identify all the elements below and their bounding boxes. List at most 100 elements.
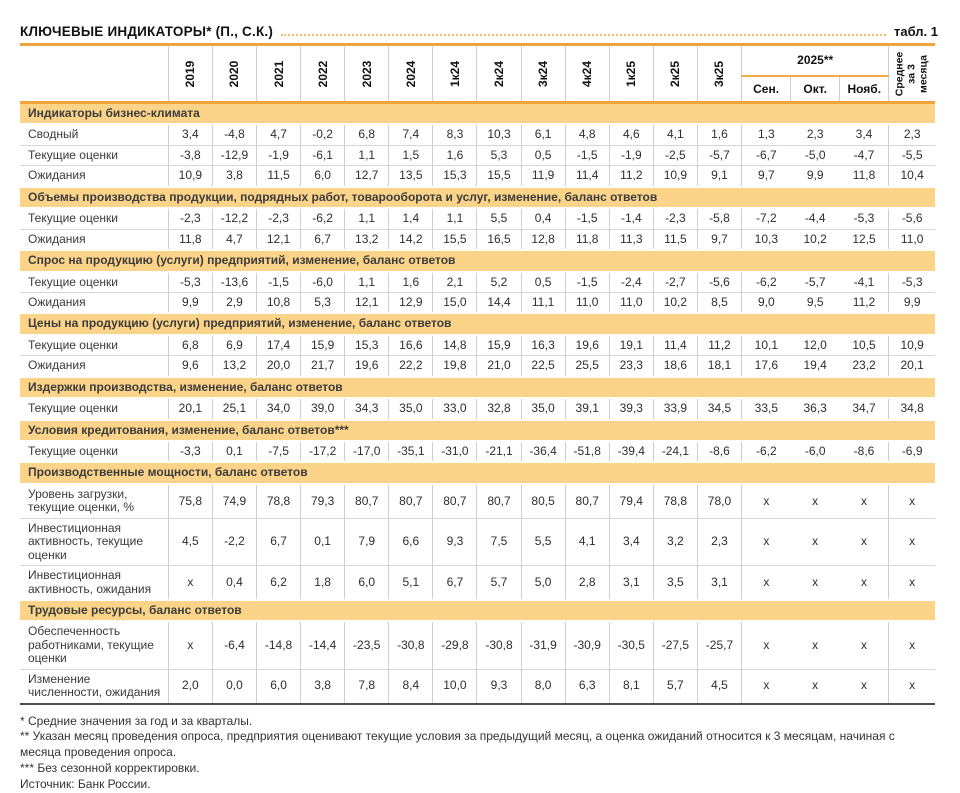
table-cell: 0,5: [520, 145, 566, 167]
table-cell: 9,0: [741, 292, 791, 314]
row-label: Обеспеченность работниками, текущие оцен…: [20, 621, 169, 670]
table-cell: 1,6: [388, 271, 433, 293]
corner-cell: [20, 43, 169, 104]
table-cell: -27,5: [652, 621, 698, 670]
table-cell: x: [839, 483, 889, 519]
table-cell: 19,8: [432, 355, 477, 378]
table-cell: -1,5: [255, 271, 301, 293]
table-cell: 13,5: [388, 165, 433, 188]
row-label: Текущие оценки: [20, 208, 169, 230]
table-cell: 4,1: [652, 124, 698, 146]
table-cell: 0,1: [300, 518, 345, 567]
table-cell: -2,3: [167, 208, 213, 230]
table-cell: 22,5: [520, 355, 566, 378]
table-cell: 78,8: [255, 483, 301, 519]
table-cell: -3,3: [167, 441, 213, 463]
column-header-label: 2024: [403, 60, 418, 87]
table-cell: 78,8: [652, 483, 698, 519]
table-cell: 0,4: [520, 208, 566, 230]
table-cell: -6,0: [300, 271, 345, 293]
table-cell: x: [839, 565, 889, 601]
table-cell: 18,1: [696, 355, 742, 378]
table-cell: 34,8: [888, 398, 935, 421]
table-cell: 34,5: [696, 398, 742, 421]
table-cell: 79,3: [300, 483, 345, 519]
table-cell: 34,3: [344, 398, 389, 421]
table-row: Инвестиционная активность, ожидания x 0,4 6…: [20, 565, 935, 601]
footnote-line: Источник: Банк России.: [20, 776, 151, 791]
table-cell: 1,6: [696, 124, 742, 146]
table-cell: 3,8: [300, 669, 345, 705]
table-cell: 22,2: [388, 355, 433, 378]
table-cell: -12,9: [211, 145, 257, 167]
section-title: Индикаторы бизнес-климата: [20, 101, 935, 126]
table-cell: -5,8: [696, 208, 742, 230]
table-cell: 11,8: [839, 165, 889, 188]
column-header-label: 2к25: [668, 60, 683, 87]
table-cell: -2,4: [608, 271, 654, 293]
table-cell: 11,2: [608, 165, 654, 188]
column-header-label: 2019: [183, 60, 198, 87]
table-cell: 8,4: [388, 669, 433, 705]
table-cell: 7,5: [476, 518, 522, 567]
column-header: 2024: [388, 43, 433, 104]
table-cell: 2,1: [432, 271, 477, 293]
table-cell: x: [888, 669, 935, 705]
table-cell: 10,9: [652, 165, 698, 188]
table-cell: 6,2: [255, 565, 301, 601]
table-cell: x: [790, 669, 840, 705]
table-cell: -6,2: [300, 208, 345, 230]
table-cell: 10,9: [888, 334, 935, 357]
table-cell: 4,7: [255, 124, 301, 146]
table-cell: 9,3: [476, 669, 522, 705]
table-cell: x: [839, 669, 889, 705]
table-cell: 1,1: [344, 271, 389, 293]
avg-column-header: Среднее за 3 месяца: [888, 43, 935, 104]
section-title: Издержки производства, изменение, баланс…: [20, 375, 935, 400]
table-cell: x: [839, 621, 889, 670]
table-cell: 4,7: [211, 229, 257, 251]
table-cell: 6,1: [520, 124, 566, 146]
table-row: Ожидания 10,9 3,8 11,5 6,0 12,7 13,5 15,3 15,5 11…: [20, 165, 935, 188]
table-cell: 12,5: [839, 229, 889, 251]
table-cell: 25,1: [211, 398, 257, 421]
column-header: 2023: [344, 43, 389, 104]
table-cell: -2,3: [255, 208, 301, 230]
section-header-row: Спрос на продукцию (услуги) предприятий,…: [20, 249, 935, 273]
table-cell: 13,2: [344, 229, 389, 251]
table-cell: -6,7: [741, 145, 791, 167]
table-cell: 11,2: [696, 334, 742, 357]
table-cell: 80,7: [476, 483, 522, 519]
column-header-label: 2020: [227, 60, 242, 87]
row-label: Текущие оценки: [20, 271, 169, 293]
table-cell: 3,1: [608, 565, 654, 601]
table-row: Ожидания 9,6 13,2 20,0 21,7 19,6 22,2 19,8 21,0 2…: [20, 355, 935, 378]
column-header: 2020: [211, 43, 257, 104]
table-cell: 21,0: [476, 355, 522, 378]
table-cell: 5,7: [652, 669, 698, 705]
table-cell: 11,5: [652, 229, 698, 251]
table-cell: 1,1: [432, 208, 477, 230]
section-title: Объемы производства продукции, подрядных…: [20, 185, 935, 210]
table-cell: 2,9: [211, 292, 257, 314]
table-cell: 11,0: [888, 229, 935, 251]
avg-column-label: Среднее за 3 месяца: [893, 51, 930, 96]
table-cell: 9,9: [888, 292, 935, 314]
table-cell: 23,2: [839, 355, 889, 378]
row-label: Текущие оценки: [20, 398, 169, 421]
column-header-label: 4к24: [580, 60, 595, 87]
table-cell: 14,4: [476, 292, 522, 314]
table-cell: 33,9: [652, 398, 698, 421]
table-cell: -5,3: [167, 271, 213, 293]
table-cell: 36,3: [790, 398, 840, 421]
table-cell: -51,8: [564, 441, 610, 463]
table-cell: 4,6: [608, 124, 654, 146]
table-row: Текущие оценки -3,8 -12,9 -1,9 -6,1 1,1 1,5 1,6…: [20, 145, 935, 167]
table-cell: -14,4: [300, 621, 345, 670]
table-cell: -2,7: [652, 271, 698, 293]
table-cell: x: [888, 565, 935, 601]
table-row: Текущие оценки -3,3 0,1 -7,5 -17,2 -17,0 -35,1…: [20, 441, 935, 463]
table-cell: -4,4: [790, 208, 840, 230]
table-cell: x: [741, 565, 791, 601]
table-cell: 2,8: [564, 565, 610, 601]
